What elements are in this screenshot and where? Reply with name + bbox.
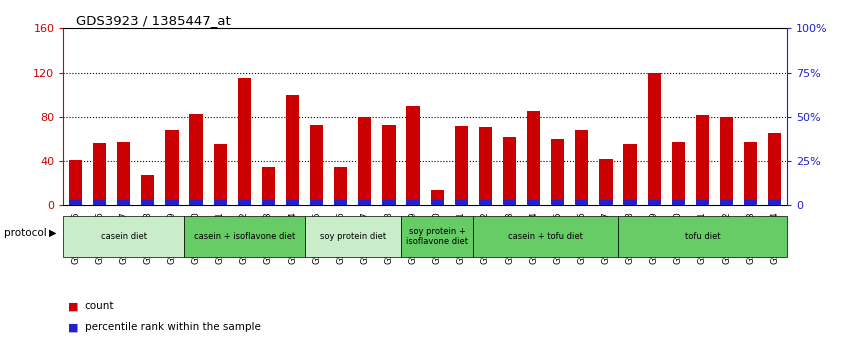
Bar [599, 200, 613, 205]
Bar [744, 200, 757, 205]
Bar [454, 200, 468, 205]
Bar [93, 143, 107, 205]
Bar [165, 130, 179, 205]
Bar [503, 200, 516, 205]
Bar [69, 200, 82, 205]
Bar [190, 200, 203, 205]
Bar [431, 200, 444, 205]
Bar [551, 200, 564, 205]
Text: casein + tofu diet: casein + tofu diet [508, 232, 583, 241]
Bar [261, 167, 275, 205]
Bar [382, 200, 396, 205]
Bar [406, 106, 420, 205]
Bar [334, 167, 348, 205]
Bar [695, 200, 709, 205]
Bar [406, 200, 420, 205]
Bar [261, 200, 275, 205]
Bar [479, 127, 492, 205]
Bar [141, 176, 155, 205]
Bar [768, 200, 782, 205]
Bar [479, 200, 492, 205]
Bar [238, 200, 251, 205]
Bar [575, 200, 589, 205]
Text: ▶: ▶ [49, 228, 57, 238]
Bar [672, 200, 685, 205]
Text: tofu diet: tofu diet [684, 232, 720, 241]
Bar [720, 117, 733, 205]
Bar [213, 144, 227, 205]
Text: percentile rank within the sample: percentile rank within the sample [85, 322, 261, 332]
Bar [286, 95, 299, 205]
Text: casein + isoflavone diet: casein + isoflavone diet [194, 232, 295, 241]
Bar [768, 133, 782, 205]
Bar [382, 125, 396, 205]
Bar [165, 200, 179, 205]
Text: count: count [85, 301, 114, 311]
Bar [117, 200, 130, 205]
Text: casein diet: casein diet [101, 232, 146, 241]
Bar [599, 159, 613, 205]
Bar [93, 200, 107, 205]
Bar [744, 142, 757, 205]
Bar [695, 115, 709, 205]
Text: ■: ■ [68, 322, 78, 332]
Text: soy protein +
isoflavone diet: soy protein + isoflavone diet [406, 227, 468, 246]
Bar [624, 144, 637, 205]
Bar [286, 200, 299, 205]
Bar [527, 111, 541, 205]
Bar [213, 200, 227, 205]
Bar [551, 139, 564, 205]
Bar [624, 200, 637, 205]
Text: ■: ■ [68, 301, 78, 311]
Bar [503, 137, 516, 205]
Text: protocol: protocol [4, 228, 47, 238]
Bar [141, 200, 155, 205]
Bar [334, 200, 348, 205]
Bar [647, 73, 661, 205]
Bar [310, 125, 323, 205]
Text: soy protein diet: soy protein diet [320, 232, 386, 241]
Bar [117, 142, 130, 205]
Bar [358, 117, 371, 205]
Text: GDS3923 / 1385447_at: GDS3923 / 1385447_at [76, 14, 231, 27]
Bar [190, 114, 203, 205]
Bar [720, 200, 733, 205]
Bar [647, 200, 661, 205]
Bar [527, 200, 541, 205]
Bar [69, 160, 82, 205]
Bar [358, 200, 371, 205]
Bar [238, 78, 251, 205]
Bar [672, 142, 685, 205]
Bar [575, 130, 589, 205]
Bar [454, 126, 468, 205]
Bar [431, 190, 444, 205]
Bar [310, 200, 323, 205]
